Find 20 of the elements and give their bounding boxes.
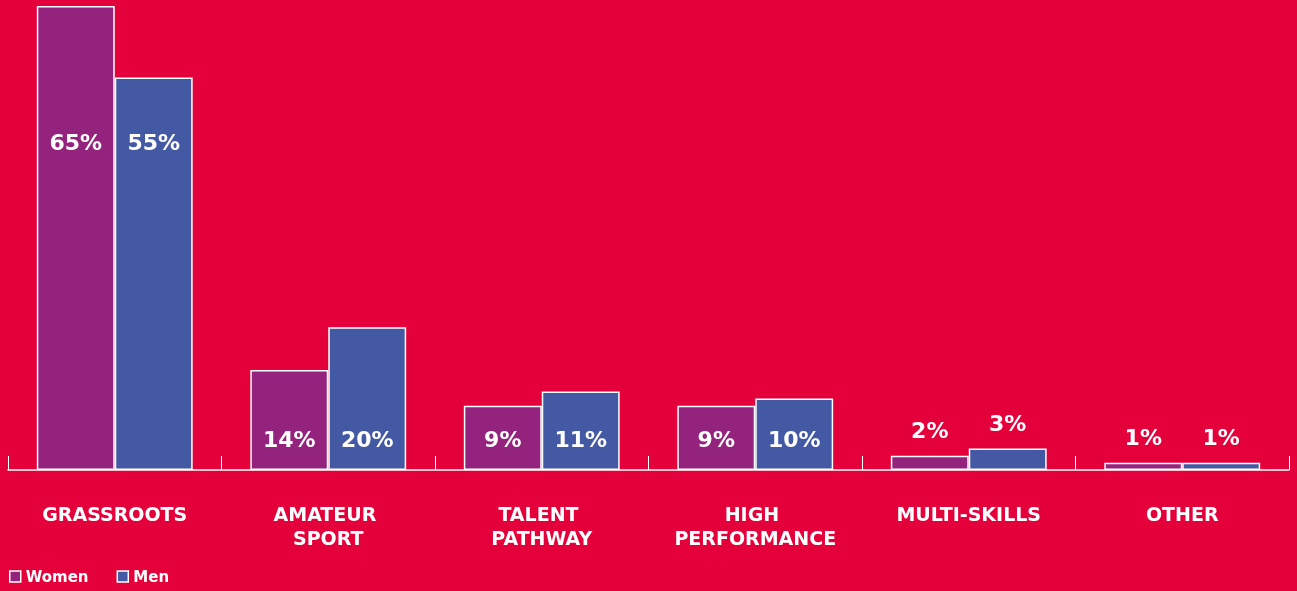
- data-label: 20%: [340, 426, 394, 452]
- x-tick-label: AMATEUR SPORT: [273, 503, 383, 549]
- data-label: 65%: [49, 129, 103, 155]
- x-tick-label: TALENT PATHWAY: [491, 503, 593, 549]
- x-tick-label: HIGH PERFORMANCE: [674, 503, 837, 549]
- data-label: 11%: [554, 426, 608, 452]
- x-tick-label: MULTI-SKILLS: [896, 503, 1042, 525]
- data-label: 9%: [697, 426, 735, 452]
- legend-label: Women: [25, 567, 89, 586]
- x-tick-label: GRASSROOTS: [42, 503, 188, 525]
- data-label: 9%: [484, 426, 522, 452]
- data-label: 1%: [1202, 425, 1240, 451]
- data-label: 1%: [1124, 425, 1162, 451]
- data-label: 3%: [989, 411, 1027, 437]
- legend-label: Men: [133, 567, 170, 586]
- data-label: 2%: [911, 418, 949, 444]
- x-tick-label: OTHER: [1145, 503, 1219, 525]
- data-label: 14%: [262, 426, 316, 452]
- data-label: 10%: [767, 426, 821, 452]
- data-label: 55%: [127, 129, 181, 155]
